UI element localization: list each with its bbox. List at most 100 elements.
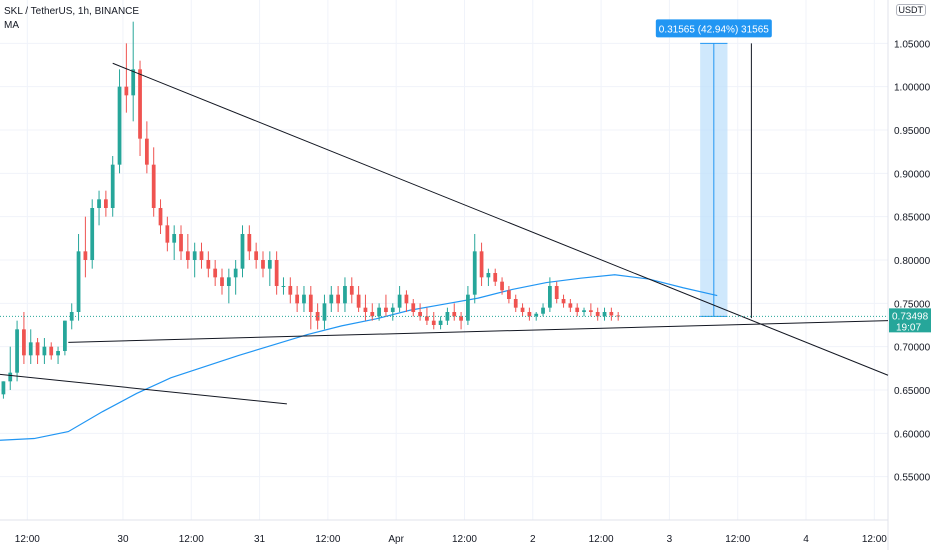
y-tick-label: 0.65000 xyxy=(894,386,931,397)
candle-body xyxy=(370,312,375,317)
candle-body xyxy=(220,277,224,286)
measure-label-badge xyxy=(655,19,772,38)
candle-body xyxy=(151,164,156,208)
x-tick-label: 4 xyxy=(803,534,809,545)
x-tick-label: Apr xyxy=(388,534,404,545)
candle-body xyxy=(568,303,573,308)
y-tick-label: 0.70000 xyxy=(894,343,931,354)
candle-body xyxy=(261,260,265,269)
candle-body xyxy=(343,286,347,304)
x-tick-label: 30 xyxy=(117,534,129,545)
candle-body xyxy=(329,294,334,304)
candle-body xyxy=(397,294,402,308)
candle-body xyxy=(438,320,443,325)
candle-body xyxy=(179,234,183,252)
candle-body xyxy=(534,313,539,317)
trendline xyxy=(112,62,889,376)
candle-body xyxy=(185,251,190,260)
candle-body xyxy=(28,342,33,356)
candle-body xyxy=(431,320,436,325)
candle-body xyxy=(363,307,368,312)
candle-body xyxy=(206,260,211,269)
currency-badge[interactable]: USDT xyxy=(895,4,926,16)
trendline xyxy=(68,320,889,343)
candle-body xyxy=(63,320,67,351)
candle-body xyxy=(117,86,122,165)
candle-body xyxy=(49,346,54,356)
candle-body xyxy=(336,294,341,304)
candle-body xyxy=(588,310,593,312)
y-tick-label: 1.05000 xyxy=(894,39,931,50)
candle-body xyxy=(322,303,327,321)
candle-body xyxy=(90,208,95,260)
y-tick-label: 0.55000 xyxy=(894,473,931,484)
candle-body xyxy=(158,208,163,226)
candle-body xyxy=(315,312,320,321)
candle-body xyxy=(42,346,47,356)
ma-indicator-label[interactable]: MA xyxy=(4,20,19,31)
candle-body xyxy=(226,277,231,286)
candle-body xyxy=(308,294,313,312)
candle-body xyxy=(138,69,142,139)
y-tick-label: 0.85000 xyxy=(894,213,931,224)
x-tick-label: 12:00 xyxy=(179,534,204,545)
candle-body xyxy=(288,286,293,295)
candle-body xyxy=(356,294,361,308)
candle-body xyxy=(349,286,354,295)
candle-body xyxy=(390,307,395,312)
candle-body xyxy=(500,281,504,291)
candle-body xyxy=(165,225,170,243)
candle-body xyxy=(240,234,245,269)
candle-body xyxy=(561,299,566,304)
chart-title: SKL / TetherUS, 1h, BINANCE xyxy=(4,6,140,17)
candle-body xyxy=(472,251,477,295)
candle-body xyxy=(575,307,580,312)
candle-body xyxy=(267,260,272,269)
candle-body xyxy=(56,351,60,356)
y-tick-label: 0.80000 xyxy=(894,256,931,267)
x-tick-label: 31 xyxy=(254,534,266,545)
candle-body xyxy=(131,69,136,96)
candle-body xyxy=(377,307,381,317)
candle-body xyxy=(466,294,470,321)
candle-body xyxy=(281,286,286,287)
y-tick-label: 0.90000 xyxy=(894,169,931,180)
candle-body xyxy=(384,307,388,312)
candle-body xyxy=(15,329,19,373)
candle-countdown: 19:07 xyxy=(896,322,921,333)
candle-body xyxy=(520,307,525,312)
candle-body xyxy=(541,307,545,314)
candle-body xyxy=(602,312,607,317)
y-tick-label: 0.75000 xyxy=(894,299,931,310)
candle-body xyxy=(595,312,600,317)
measure-label-text: 0.31565 (42.94%) 31565 xyxy=(659,24,770,35)
candle-body xyxy=(274,260,279,286)
candle-body xyxy=(233,268,238,278)
y-tick-label: 1.00000 xyxy=(894,83,931,94)
x-tick-label: 2 xyxy=(530,534,536,545)
candle-body xyxy=(35,342,40,356)
candle-body xyxy=(254,251,259,260)
candle-body xyxy=(547,286,552,308)
candle-body xyxy=(527,312,532,317)
candle-body xyxy=(247,234,252,252)
candle-body xyxy=(493,273,498,282)
candle-body xyxy=(554,286,559,299)
candle-body xyxy=(479,251,484,278)
candle-body xyxy=(83,251,88,260)
candle-body xyxy=(459,316,463,321)
candle-body xyxy=(172,234,177,243)
candle-body xyxy=(582,310,586,312)
candle-body xyxy=(404,294,409,304)
candle-body xyxy=(69,312,74,321)
x-tick-label: 12:00 xyxy=(315,534,340,545)
trendline xyxy=(0,373,287,405)
candle-body xyxy=(513,299,518,308)
current-price-value: 0.73498 xyxy=(892,311,929,322)
candle-body xyxy=(76,251,81,312)
candle-body xyxy=(124,86,129,96)
y-tick-label: 0.95000 xyxy=(894,126,931,137)
candle-body xyxy=(213,268,218,278)
